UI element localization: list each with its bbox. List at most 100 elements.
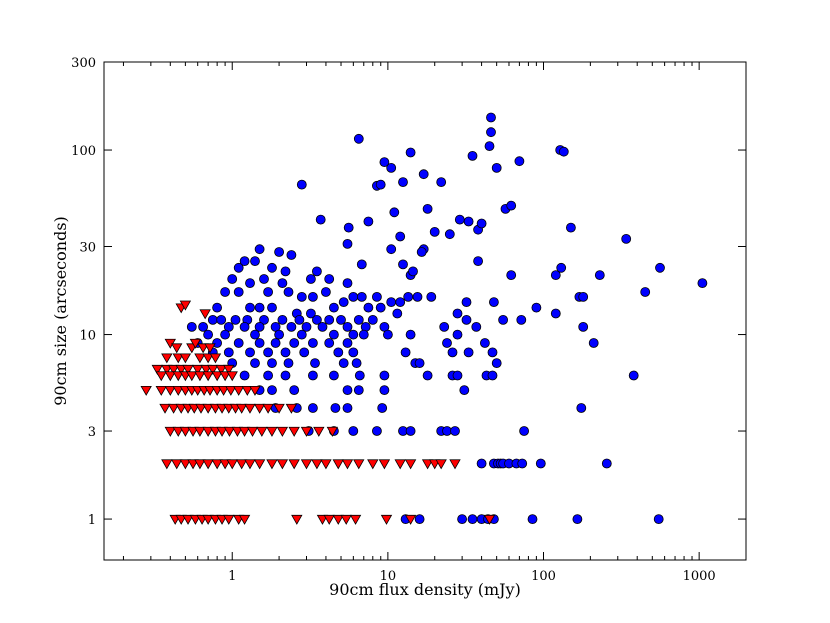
data-point-circle [342, 385, 353, 396]
data-point-circle [348, 291, 359, 302]
data-point-circle [356, 291, 367, 302]
y-tick-label: 3 [88, 425, 96, 440]
data-point-circle [267, 262, 277, 273]
data-point-triangle [202, 459, 214, 470]
data-point-circle [289, 385, 300, 396]
data-point-triangle [172, 371, 184, 382]
data-point-triangle [179, 459, 192, 470]
data-point-circle [348, 347, 359, 358]
data-point-circle [386, 162, 397, 173]
data-point-circle [348, 426, 359, 436]
data-point-circle [486, 112, 496, 123]
data-point-circle [375, 179, 386, 190]
data-point-triangle [421, 459, 434, 470]
data-point-triangle [223, 403, 235, 414]
data-point-circle [296, 179, 307, 190]
data-point-circle [328, 302, 339, 313]
y-tick-label: 100 [71, 144, 96, 159]
data-point-circle [467, 514, 478, 524]
data-point-circle [450, 426, 460, 436]
data-point-circle [307, 291, 318, 302]
data-point-circle [324, 274, 335, 284]
data-point-circle [516, 314, 527, 325]
data-point-circle [601, 458, 612, 469]
data-point-triangle [311, 459, 323, 470]
data-point-triangle [175, 514, 187, 525]
data-point-circle [216, 314, 227, 325]
data-point-circle [203, 329, 214, 340]
data-point-triangle [256, 426, 268, 437]
data-point-circle [416, 247, 427, 257]
data-point-triangle [225, 385, 237, 396]
data-point-circle [412, 291, 423, 302]
data-point-triangle [244, 459, 256, 470]
data-point-circle [558, 146, 569, 157]
data-point-circle [286, 250, 297, 260]
data-point-circle [439, 321, 450, 332]
data-point-triangle [291, 514, 303, 525]
y-axis-ticks: 1 3 10 30 100 300 [71, 56, 746, 528]
data-point-triangle [172, 426, 184, 437]
data-point-circle [640, 287, 651, 297]
data-point-circle [514, 156, 525, 167]
data-point-triangle [172, 353, 184, 364]
data-point-circle [223, 347, 234, 358]
y-tick-label: 1 [88, 513, 96, 528]
data-point-circle [578, 321, 589, 332]
data-point-triangle [175, 364, 187, 375]
data-point-circle [239, 256, 250, 267]
data-point-triangle [216, 514, 228, 525]
data-point-circle [535, 458, 546, 469]
data-point-circle [452, 370, 463, 381]
data-point-circle [342, 403, 353, 413]
data-point-circle [487, 347, 498, 358]
data-point-circle [342, 321, 353, 332]
data-point-circle [358, 329, 369, 340]
data-point-circle [198, 321, 209, 332]
data-point-triangle [215, 364, 227, 375]
data-point-circle [342, 338, 353, 348]
data-point-circle [353, 314, 364, 325]
data-point-circle [379, 157, 390, 168]
data-point-triangle [194, 426, 206, 437]
data-point-triangle [161, 459, 173, 470]
data-point-circle [363, 216, 374, 227]
data-point-triangle [235, 403, 248, 414]
data-point-circle [305, 274, 316, 284]
data-point-triangle [167, 403, 180, 414]
data-point-circle [461, 297, 472, 308]
data-point-circle [296, 291, 307, 302]
data-point-circle [317, 321, 328, 332]
data-point-triangle [179, 353, 192, 364]
data-point-circle [457, 514, 468, 524]
data-point-circle [283, 287, 294, 297]
data-point-circle [527, 514, 538, 524]
data-point-circle [517, 458, 528, 469]
data-point-triangle [235, 459, 248, 470]
data-point-circle [628, 370, 639, 381]
data-point-circle [267, 302, 277, 313]
data-point-triangle [449, 459, 461, 470]
data-point-circle [452, 308, 463, 319]
data-point-circle [307, 403, 318, 413]
data-point-triangle [249, 385, 261, 396]
y-axis-label: 90cm size (arcseconds) [51, 216, 70, 406]
data-point-triangle [226, 459, 238, 470]
data-point-circle [405, 147, 416, 158]
data-point-circle [307, 370, 318, 381]
data-point-triangle [159, 403, 171, 414]
data-point-circle [343, 222, 354, 233]
data-point-circle [250, 358, 260, 369]
data-point-circle [245, 278, 255, 289]
data-point-triangle [380, 514, 393, 525]
data-point-circle [426, 291, 437, 302]
data-point-circle [324, 338, 335, 348]
data-point-triangle [288, 459, 300, 470]
data-point-triangle [194, 353, 206, 364]
data-point-circle [250, 256, 260, 267]
data-point-circle [274, 247, 285, 257]
data-point-circle [294, 314, 305, 325]
data-point-circle [270, 338, 281, 348]
data-point-triangle [161, 364, 173, 375]
data-point-circle [259, 274, 269, 284]
